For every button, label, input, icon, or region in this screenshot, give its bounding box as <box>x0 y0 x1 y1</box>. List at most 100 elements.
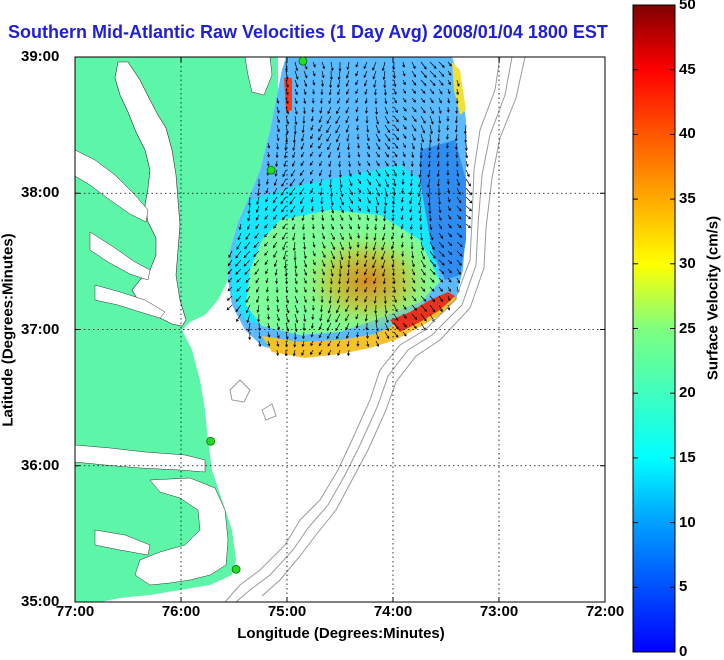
velocity-arrow <box>272 232 278 239</box>
velocity-arrow <box>265 178 269 185</box>
velocity-arrow <box>318 340 323 347</box>
velocity-arrow <box>337 97 341 104</box>
velocity-arrow <box>339 232 344 241</box>
colorbar-ticks <box>633 4 675 653</box>
velocity-arrow <box>244 241 251 250</box>
velocity-arrow <box>411 295 417 302</box>
velocity-arrow <box>420 313 427 322</box>
velocity-arrow <box>294 277 298 285</box>
x-tick-label: 76:00 <box>161 603 201 620</box>
velocity-arrow <box>400 223 404 230</box>
velocity-arrow <box>447 88 451 95</box>
velocity-arrow <box>338 268 342 278</box>
velocity-arrow <box>393 97 397 104</box>
velocity-arrow <box>366 133 370 142</box>
velocity-arrow <box>330 259 335 269</box>
velocity-arrow <box>321 259 326 267</box>
velocity-arrow <box>384 160 389 167</box>
velocity-arrow <box>291 214 296 221</box>
velocity-arrow <box>411 61 416 70</box>
velocity-arrow <box>255 223 260 230</box>
velocity-arrow <box>356 340 360 347</box>
velocity-arrow <box>402 268 405 275</box>
velocity-arrow <box>356 250 360 257</box>
velocity-arrow <box>428 142 432 152</box>
velocity-arrow <box>454 133 458 142</box>
velocity-arrow <box>383 295 387 305</box>
velocity-arrow <box>366 124 370 133</box>
velocity-arrow <box>363 259 368 268</box>
velocity-arrow <box>345 304 350 313</box>
velocity-arrow <box>465 169 470 178</box>
velocity-arrow <box>346 340 350 348</box>
velocity-arrow <box>236 241 242 250</box>
velocity-arrow <box>348 160 352 168</box>
velocity-arrow <box>247 322 251 333</box>
albemarle-sound <box>75 444 206 473</box>
velocity-arrow <box>402 151 406 158</box>
velocity-arrow <box>318 349 323 356</box>
velocity-arrow <box>257 313 261 323</box>
y-tick-label: 36:00 <box>21 456 60 474</box>
velocity-arrow <box>301 124 305 134</box>
x-tick-label: 77:00 <box>55 603 95 620</box>
velocity-arrow <box>366 151 370 158</box>
velocity-arrow <box>299 178 305 186</box>
velocity-arrow <box>411 70 417 78</box>
velocity-arrow <box>266 295 270 302</box>
velocity-arrow <box>276 322 280 331</box>
velocity-arrow <box>299 169 305 177</box>
velocity-arrow <box>411 313 418 320</box>
velocity-arrow <box>283 160 287 168</box>
velocity-arrow <box>447 277 452 283</box>
velocity-arrow <box>364 304 368 313</box>
velocity-arrow <box>245 277 251 283</box>
velocity-arrow <box>418 169 422 178</box>
velocity-arrow <box>303 70 308 79</box>
velocity-arrow <box>235 259 242 267</box>
velocity-arrow <box>294 268 298 277</box>
velocity-arrow <box>338 277 342 285</box>
velocity-arrow <box>285 106 290 115</box>
velocity-arrow <box>381 61 386 72</box>
velocity-arrow <box>372 70 377 80</box>
velocity-arrow <box>345 331 350 339</box>
velocity-arrow <box>384 304 388 315</box>
velocity-arrow <box>447 214 452 220</box>
velocity-arrow <box>409 187 413 196</box>
velocity-arrow <box>265 286 269 293</box>
velocity-arrow <box>285 115 290 125</box>
velocity-arrow <box>312 70 316 77</box>
velocity-arrow <box>284 142 288 152</box>
velocity-arrow <box>265 277 269 284</box>
velocity-arrow <box>267 142 271 149</box>
velocity-arrow <box>365 331 369 340</box>
velocity-arrow <box>438 250 445 257</box>
velocity-arrow <box>321 232 326 240</box>
velocity-arrow <box>328 295 332 304</box>
velocity-arrow <box>335 115 341 125</box>
velocity-arrow <box>418 205 422 214</box>
velocity-arrow <box>400 196 404 203</box>
velocity-arrow <box>420 232 424 241</box>
velocity-arrow <box>273 259 278 268</box>
velocity-arrow <box>321 79 325 88</box>
velocity-arrow <box>438 259 445 266</box>
velocity-arrow <box>465 205 473 212</box>
velocity-arrow <box>465 196 473 204</box>
velocity-arrow <box>319 178 323 187</box>
velocity-arrow <box>321 277 325 285</box>
velocity-arrow <box>326 133 332 142</box>
potomac-river <box>75 149 149 223</box>
velocity-arrow <box>294 313 299 324</box>
velocity-arrow <box>346 133 350 142</box>
velocity-arrow <box>336 142 341 151</box>
velocity-arrow <box>238 223 242 231</box>
velocity-arrow <box>337 70 341 81</box>
velocity-arrow <box>401 178 405 185</box>
velocity-arrow <box>338 160 342 168</box>
velocity-arrow <box>364 241 368 250</box>
velocity-arrow <box>383 79 387 89</box>
velocity-arrow <box>364 277 368 284</box>
velocity-arrow <box>346 97 350 104</box>
